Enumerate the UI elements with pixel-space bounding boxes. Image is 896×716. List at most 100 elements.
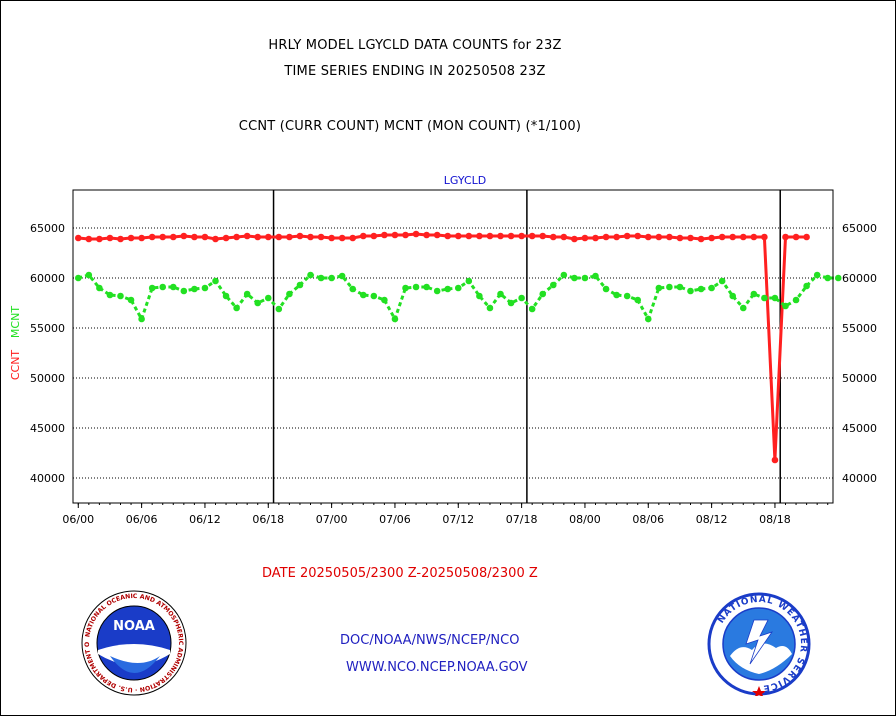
data-point-mcnt [623, 292, 631, 300]
data-point-ccnt [613, 233, 620, 241]
x-tick-label: 06/00 [62, 513, 94, 526]
data-point-mcnt [824, 274, 832, 282]
data-point-mcnt [792, 296, 800, 304]
data-point-ccnt [687, 234, 694, 242]
series-layer [74, 230, 842, 464]
data-point-mcnt [655, 284, 663, 292]
y-tick-label-left: 65000 [30, 222, 65, 235]
x-tick-label: 06/06 [126, 513, 158, 526]
chart-variable-label: LGYCLD [444, 174, 487, 187]
data-point-ccnt [391, 231, 399, 239]
data-point-ccnt [423, 231, 430, 239]
data-point-ccnt [296, 232, 304, 240]
x-tick-label: 07/00 [316, 513, 348, 526]
data-point-mcnt [212, 277, 219, 285]
data-point-ccnt [518, 232, 525, 240]
data-point-mcnt [191, 285, 198, 293]
chart-svg: 40000 40000 45000 45000 50000 50000 55000 55000… [9, 174, 877, 526]
data-point-ccnt [338, 234, 346, 242]
data-point-ccnt [444, 232, 452, 240]
data-point-ccnt [729, 233, 737, 241]
data-point-ccnt [370, 232, 378, 240]
data-point-mcnt [718, 277, 726, 285]
data-point-ccnt [549, 233, 557, 241]
data-point-mcnt [581, 274, 589, 282]
data-point-mcnt [549, 281, 557, 289]
data-point-mcnt [296, 281, 304, 289]
data-point-mcnt [676, 283, 684, 291]
data-point-ccnt [127, 234, 135, 242]
series-line-ccnt [78, 232, 807, 461]
data-point-mcnt [222, 292, 230, 300]
footer-link-doc-noaa[interactable]: DOC/NOAA/NWS/NCEP/NCO [340, 633, 520, 648]
data-point-mcnt [739, 304, 747, 312]
x-tick-label: 07/06 [379, 513, 411, 526]
data-point-ccnt [560, 233, 568, 241]
data-point-ccnt [592, 234, 599, 242]
data-point-ccnt [307, 233, 314, 241]
data-point-ccnt [507, 232, 515, 240]
data-point-ccnt [581, 234, 589, 242]
data-point-ccnt [676, 234, 684, 242]
data-point-ccnt [486, 232, 494, 240]
data-point-mcnt [338, 272, 346, 280]
y-tick-label-left: 55000 [30, 322, 65, 335]
data-point-mcnt [560, 271, 568, 279]
y-tick-label-left: 50000 [30, 372, 65, 385]
data-point-mcnt [359, 291, 367, 299]
data-point-ccnt [634, 232, 642, 240]
y-axis-label-mcnt: MCNT [9, 306, 22, 338]
data-point-mcnt [307, 271, 314, 279]
data-point-mcnt [264, 294, 272, 302]
data-point-ccnt [191, 233, 198, 241]
data-point-ccnt [180, 232, 188, 240]
data-point-ccnt [233, 233, 240, 241]
y-tick-label-right: 65000 [842, 222, 877, 235]
data-point-mcnt [201, 284, 209, 292]
noaa-wordmark: NOAA [113, 619, 155, 634]
data-point-mcnt [539, 290, 547, 298]
data-point-mcnt [782, 302, 789, 310]
data-point-mcnt [96, 284, 103, 292]
data-point-ccnt [106, 234, 114, 242]
data-point-ccnt [138, 234, 145, 242]
data-point-ccnt [212, 235, 219, 243]
data-point-mcnt [381, 296, 388, 304]
data-point-ccnt [433, 231, 441, 239]
data-point-ccnt [771, 456, 779, 464]
data-point-mcnt [571, 274, 578, 282]
data-point-mcnt [518, 294, 525, 302]
data-point-mcnt [127, 296, 135, 304]
x-tick-label: 06/18 [252, 513, 284, 526]
data-point-mcnt [666, 283, 673, 291]
data-point-ccnt [655, 233, 663, 241]
data-point-mcnt [813, 271, 821, 279]
y-tick-label-right: 45000 [842, 422, 877, 435]
data-point-ccnt [782, 233, 789, 241]
data-point-mcnt [750, 290, 758, 298]
data-point-ccnt [117, 235, 124, 243]
data-point-ccnt [264, 233, 272, 241]
footer-link-nco-website[interactable]: WWW.NCO.NCEP.NOAA.GOV [346, 660, 528, 675]
noaa-logo: NOAA NATIONAL OCEANIC AND ATMOSPHERIC AD… [77, 585, 188, 696]
data-point-ccnt [497, 232, 504, 240]
y-tick-label-right: 50000 [842, 372, 877, 385]
data-point-mcnt [233, 304, 240, 312]
data-point-ccnt [739, 233, 747, 241]
data-point-mcnt [644, 315, 652, 323]
data-point-ccnt [644, 233, 652, 241]
data-point-mcnt [138, 315, 145, 323]
data-point-ccnt [243, 232, 251, 240]
y-tick-label-left: 45000 [30, 422, 65, 435]
data-point-ccnt [148, 233, 156, 241]
data-point-ccnt [402, 231, 409, 239]
x-tick-label: 07/12 [442, 513, 474, 526]
chart-title: HRLY MODEL LGYCLD DATA COUNTS for 23Z [268, 38, 562, 53]
data-point-mcnt [370, 292, 378, 300]
data-point-ccnt [381, 231, 388, 239]
data-point-mcnt [486, 304, 494, 312]
data-point-mcnt [592, 272, 599, 280]
data-point-mcnt [412, 283, 420, 291]
data-point-mcnt [465, 277, 473, 285]
data-point-mcnt [148, 284, 156, 292]
